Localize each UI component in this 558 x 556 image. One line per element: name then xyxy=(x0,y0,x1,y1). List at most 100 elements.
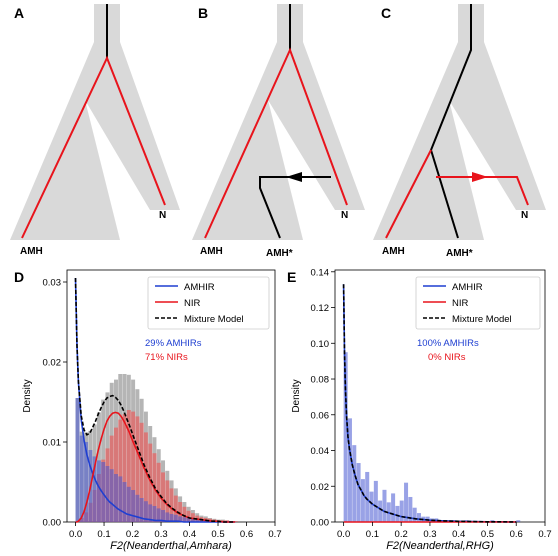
hist-bar-blue xyxy=(343,352,348,522)
curves-e xyxy=(342,284,517,523)
hist-bar-blue xyxy=(373,480,378,522)
tree-body-c xyxy=(373,4,546,240)
x-tick-label: 0.3 xyxy=(423,529,436,540)
x-tick-label: 0.2 xyxy=(126,529,139,540)
x-tick-label: 0.2 xyxy=(395,529,408,540)
y-tick-label: 0.02 xyxy=(311,482,330,493)
x-tick-label: 0.6 xyxy=(510,529,523,540)
x-tick-label: 0.1 xyxy=(97,529,110,540)
x-tick-label: 0.7 xyxy=(268,529,281,540)
annotation-nir-e: 0% NIRs xyxy=(428,352,466,363)
panel-label-d: D xyxy=(14,269,24,285)
hist-bar-blue xyxy=(135,494,140,522)
hist-bar-red xyxy=(190,513,195,522)
hist-bar-red xyxy=(233,521,238,522)
hist-bar-red xyxy=(169,488,174,522)
hist-bar-red xyxy=(131,411,136,522)
legend-e: AMHIR NIR Mixture Model xyxy=(415,276,541,330)
curve-amhir xyxy=(74,277,236,523)
y-axis-label-d: Density xyxy=(22,379,33,412)
hist-bar-red xyxy=(143,432,148,522)
curve-nir xyxy=(75,411,236,523)
tip-label-n-a: N xyxy=(159,210,166,221)
hist-bar-blue xyxy=(118,476,123,522)
hist-bar-blue xyxy=(356,463,361,522)
x-tick-label: 0.0 xyxy=(337,529,350,540)
x-tick-label: 0.1 xyxy=(366,529,379,540)
x-tick-label: 0.6 xyxy=(240,529,253,540)
y-axis-ticks-e: 0.00 0.02 0.04 0.06 0.08 0.10 0.12 0.14 xyxy=(311,267,335,529)
hist-bar-red xyxy=(178,502,183,522)
hist-bar-blue xyxy=(173,514,178,522)
curve-mixture xyxy=(342,284,517,523)
hist-bar-blue xyxy=(131,490,136,522)
hist-bar-red xyxy=(126,410,131,522)
hist-bar-blue xyxy=(101,462,106,522)
y-axis-ticks-d: 0.00 0.01 0.02 0.03 xyxy=(43,278,67,529)
hist-bar-red xyxy=(182,506,187,522)
y-tick-label: 0.04 xyxy=(311,446,330,457)
hist-bar-red xyxy=(122,414,127,522)
hist-bar-blue xyxy=(165,512,170,522)
tip-label-n-b: N xyxy=(341,210,348,221)
tip-label-amh-star-b: AMH* xyxy=(266,248,293,259)
tip-label-amh-c: AMH xyxy=(382,246,405,257)
panel-label-c: C xyxy=(381,5,391,21)
panel-label-a: A xyxy=(14,5,24,21)
tree-body-a xyxy=(10,4,180,240)
y-tick-label: 0.02 xyxy=(43,358,62,369)
y-tick-label: 0.08 xyxy=(311,375,330,386)
hist-bar-blue xyxy=(399,500,404,522)
panel-a: A AMH N xyxy=(10,4,180,257)
x-tick-label: 0.4 xyxy=(452,529,465,540)
hist-bar-blue xyxy=(347,418,352,522)
y-tick-label: 0.06 xyxy=(311,410,330,421)
hist-bar-blue xyxy=(114,474,118,522)
panel-label-b: B xyxy=(198,5,208,21)
hist-bar-blue xyxy=(79,435,84,522)
legend-amhir-d: AMHIR xyxy=(184,282,215,293)
hist-bar-red xyxy=(173,495,178,522)
hist-bar-blue xyxy=(105,466,110,522)
x-tick-label: 0.4 xyxy=(183,529,196,540)
x-tick-label: 0.5 xyxy=(481,529,494,540)
hist-bar-blue xyxy=(169,514,174,522)
tip-label-amh-a: AMH xyxy=(20,246,43,257)
hist-bar-blue xyxy=(126,486,131,522)
panel-c: C AMH AMH* N xyxy=(373,4,546,259)
legend-nir-d: NIR xyxy=(184,298,201,309)
hist-bar-red xyxy=(165,480,170,522)
lineage-black-c xyxy=(429,4,472,239)
histogram-e xyxy=(343,352,521,522)
hist-bar-blue xyxy=(382,489,387,522)
annotation-amhir-e: 100% AMHIRs xyxy=(417,338,479,349)
hist-bar-blue xyxy=(369,491,374,522)
hist-bar-blue xyxy=(416,513,422,522)
curves-d xyxy=(74,277,236,523)
lineage-red-b xyxy=(204,47,348,239)
legend-nir-e: NIR xyxy=(452,298,469,309)
y-tick-label: 0.14 xyxy=(311,267,330,278)
x-axis-label-d: F2(Neanderthal,Amhara) xyxy=(110,540,232,552)
x-tick-label: 0.3 xyxy=(154,529,167,540)
hist-bar-blue xyxy=(516,520,521,522)
hist-bar-blue xyxy=(139,498,144,522)
hist-bar-blue xyxy=(152,506,157,522)
hist-bar-blue xyxy=(156,508,161,522)
hist-bar-red xyxy=(135,416,140,522)
hist-bar-blue xyxy=(122,482,127,522)
x-tick-label: 0.0 xyxy=(69,529,82,540)
hist-bar-blue xyxy=(109,469,114,522)
legend-mixture-d: Mixture Model xyxy=(184,314,244,325)
x-axis-ticks-d: 0.0 0.1 0.2 0.3 0.4 0.5 0.6 0.7 xyxy=(69,522,282,540)
hist-bar-blue xyxy=(391,493,396,522)
y-axis-label-e: Density xyxy=(291,379,302,412)
hist-bar-blue xyxy=(352,445,357,522)
lineage-red-c-introgression xyxy=(436,176,529,206)
hist-bar-blue xyxy=(186,518,191,522)
hist-bar-blue xyxy=(148,504,153,522)
curve-mixture xyxy=(74,277,236,523)
lineage-red-c xyxy=(385,149,432,239)
panel-label-e: E xyxy=(287,269,296,285)
